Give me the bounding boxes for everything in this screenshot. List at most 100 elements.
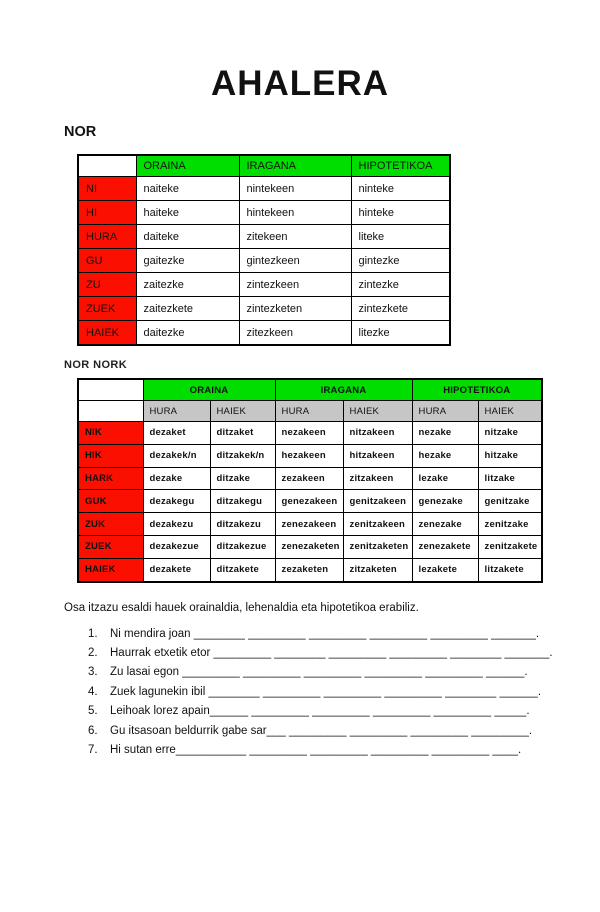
table-row: NI naiteke nintekeen ninteke: [77, 176, 451, 201]
table-row: HARK dezake ditzake zezakeen zitzakeen lezake…: [77, 466, 543, 491]
verb-form-cell: zezaketen: [274, 557, 344, 583]
tense-group-header: HIPOTETIKOA: [411, 378, 543, 401]
verb-form-cell: ditzakegu: [209, 489, 276, 514]
verb-form-cell: lezakete: [411, 557, 479, 583]
item-sentence: Zu lasai egon: [110, 666, 180, 679]
pronoun-label-cell: HURA: [77, 224, 137, 249]
item-sentence: Zuek lagunekin ibil: [110, 685, 206, 698]
verb-form-cell: zezakeen: [274, 466, 344, 491]
page-title: AHALERA: [210, 64, 390, 103]
object-sub-header: HURA: [274, 400, 344, 422]
verb-form-cell: zenitzakete: [477, 534, 543, 559]
table-row: NIK dezaket ditzaket nezakeen nitzakeen nezak…: [77, 421, 543, 445]
verb-form-cell: nitzakeen: [342, 421, 413, 445]
item-number: 2.: [88, 646, 98, 659]
pronoun-label-cell: GUK: [77, 489, 144, 514]
item-blank-line: ______ _________ _________ _________ ___…: [209, 705, 530, 718]
exercise-item: 5. Leihoak lorez apain ______ _________ __…: [88, 705, 600, 724]
verb-form-cell: nintekeen: [238, 176, 352, 201]
verb-form-cell: lezake: [411, 466, 479, 491]
object-sub-header: HAIEK: [209, 400, 276, 422]
verb-form-cell: dezakezu: [142, 512, 211, 536]
verb-form-cell: gintezke: [350, 248, 451, 273]
verb-form-cell: daiteke: [135, 224, 240, 249]
verb-form-cell: zitzaketen: [342, 557, 413, 583]
exercise-item: 6. Gu itsasoan beldurrik gabe sar ___ ____…: [88, 725, 600, 744]
verb-form-cell: dezakegu: [142, 489, 211, 514]
pronoun-label-cell: NI: [77, 176, 137, 201]
verb-form-cell: naiteke: [135, 176, 240, 201]
verb-form-cell: zenitzake: [477, 512, 543, 536]
nor-header-row: ORAINA IRAGANA HIPOTETIKOA: [77, 154, 451, 177]
table-row: ZUEK dezakezue ditzakezue zenezaketen zenitz…: [77, 534, 543, 559]
nor-nork-sub-header-row: HURA HAIEK HURA HAIEK HURA HAIEK: [77, 400, 543, 422]
pronoun-label-cell: ZUEK: [77, 296, 137, 321]
verb-form-cell: dezaket: [142, 421, 211, 445]
tense-group-header: IRAGANA: [274, 378, 413, 401]
corner-cell: [77, 400, 144, 422]
verb-form-cell: ninteke: [350, 176, 451, 201]
table-row: GUK dezakegu ditzakegu genezakeen genitzakee…: [77, 489, 543, 514]
item-sentence: Haurrak etxetik etor: [110, 646, 211, 659]
tense-column-header: ORAINA: [135, 154, 240, 177]
object-sub-header: HAIEK: [342, 400, 413, 422]
verb-form-cell: gintezkeen: [238, 248, 352, 273]
verb-form-cell: gaitezke: [135, 248, 240, 273]
verb-form-cell: daitezke: [135, 320, 240, 346]
verb-form-cell: dezakek/n: [142, 443, 211, 468]
pronoun-label-cell: NIK: [77, 421, 144, 445]
section-label-nor-nork: NOR NORK: [64, 359, 128, 371]
pronoun-label-cell: HARK: [77, 466, 144, 491]
verb-form-cell: zaitezke: [135, 272, 240, 297]
table-row: ZUK dezakezu ditzakezu zenezakeen zenitzakee…: [77, 512, 543, 536]
item-sentence: Gu itsasoan beldurrik gabe sar: [110, 724, 267, 737]
verb-form-cell: zintezke: [350, 272, 451, 297]
item-blank-line: ________ _________ _________ _________ _…: [205, 685, 542, 698]
verb-form-cell: ditzakek/n: [209, 443, 276, 468]
section-label-nor: NOR: [64, 124, 97, 140]
verb-form-cell: dezakezue: [142, 534, 211, 559]
verb-form-cell: zintezkete: [350, 296, 451, 321]
verb-form-cell: zitezkeen: [238, 320, 352, 346]
verb-form-cell: hezakeen: [274, 443, 344, 468]
pronoun-label-cell: HI: [77, 200, 137, 225]
exercise-item: 7. Hi sutan erre ___________ _________ ___…: [88, 744, 600, 763]
verb-form-cell: hinteke: [350, 200, 451, 225]
item-blank-line: ___ _________ _________ _________ ______…: [266, 724, 533, 737]
verb-form-cell: zenezakete: [411, 534, 479, 559]
pronoun-label-cell: ZU: [77, 272, 137, 297]
worksheet-page: AHALERA NOR ORAINA IRAGANA HIPOTETIKOA NI n…: [0, 64, 600, 912]
verb-form-cell: zintezkeen: [238, 272, 352, 297]
pronoun-label-cell: HAIEK: [77, 557, 144, 583]
verb-form-cell: hitzakeen: [342, 443, 413, 468]
item-sentence: Hi sutan erre: [110, 743, 176, 756]
verb-form-cell: hintekeen: [238, 200, 352, 225]
corner-cell: [77, 378, 144, 401]
verb-form-cell: ditzakezue: [209, 534, 276, 559]
exercise-item: 4. Zuek lagunekin ibil ________ _________…: [88, 686, 600, 705]
verb-form-cell: zaitezkete: [135, 296, 240, 321]
verb-form-cell: hitzake: [477, 443, 543, 468]
table-row: HI haiteke hintekeen hinteke: [77, 200, 451, 225]
verb-form-cell: liteke: [350, 224, 451, 249]
item-number: 1.: [88, 627, 98, 640]
exercise-list: 1. Ni mendira joan ________ _________ ___…: [88, 628, 600, 764]
table-row: HURA daiteke zitekeen liteke: [77, 224, 451, 249]
nor-nork-table: ORAINA IRAGANA HIPOTETIKOA HURA HAIEK HURA HA…: [77, 378, 544, 583]
verb-form-cell: haiteke: [135, 200, 240, 225]
item-blank-line: _________ _________ _________ _________ …: [179, 666, 528, 679]
item-number: 7.: [88, 743, 98, 756]
tense-group-header: ORAINA: [142, 378, 276, 401]
corner-cell: [77, 154, 137, 177]
verb-form-cell: litzake: [477, 466, 543, 491]
verb-form-cell: nezake: [411, 421, 479, 445]
table-row: HAIEK daitezke zitezkeen litezke: [77, 320, 451, 346]
verb-form-cell: genezake: [411, 489, 479, 514]
table-row: ZUEK zaitezkete zintezketen zintezkete: [77, 296, 451, 321]
verb-form-cell: hezake: [411, 443, 479, 468]
verb-form-cell: zenitzakeen: [342, 512, 413, 536]
tense-column-header: IRAGANA: [238, 154, 352, 177]
item-blank-line: ___________ _________ _________ ________…: [175, 743, 522, 756]
table-row: HAIEK dezakete ditzakete zezaketen zitzakete…: [77, 557, 543, 583]
verb-form-cell: litzakete: [477, 557, 543, 583]
